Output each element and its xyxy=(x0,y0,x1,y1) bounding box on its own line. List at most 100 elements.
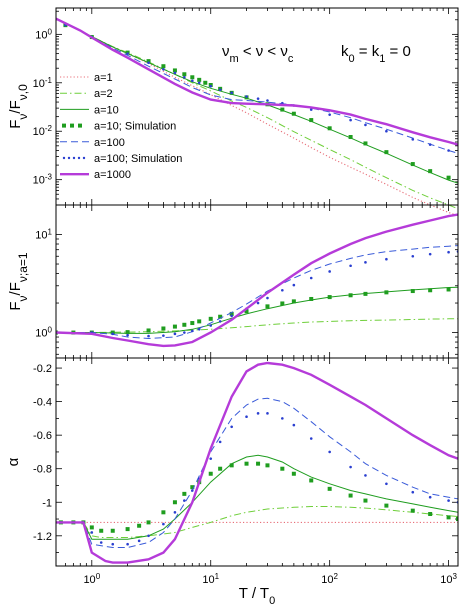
data-point xyxy=(447,149,450,152)
data-point xyxy=(147,334,150,338)
series-a-10-simulation xyxy=(56,287,451,335)
legend-item: a=10 xyxy=(60,104,119,116)
data-point xyxy=(208,316,213,321)
data-point xyxy=(89,525,94,530)
data-point xyxy=(218,466,223,471)
legend-marker xyxy=(62,156,66,160)
data-point xyxy=(265,463,270,468)
data-point xyxy=(446,175,451,180)
y-tick-label: -1 xyxy=(42,497,52,509)
data-point xyxy=(280,301,285,306)
data-point xyxy=(146,59,151,64)
legend-item: a=2 xyxy=(60,88,113,100)
data-point xyxy=(328,450,331,454)
data-point xyxy=(349,465,352,469)
data-point xyxy=(256,461,261,466)
data-point xyxy=(197,327,201,331)
y-axis-label: Fν/Fν,0 xyxy=(7,84,30,129)
data-point xyxy=(280,466,285,471)
data-point xyxy=(218,440,222,444)
data-point xyxy=(256,412,260,415)
y-tick-label: -0.6 xyxy=(33,430,52,442)
data-point xyxy=(161,326,166,331)
data-point xyxy=(384,503,389,508)
data-point xyxy=(349,118,352,122)
y-tick-label: 10-2 xyxy=(33,124,53,139)
data-point xyxy=(182,322,187,327)
data-point xyxy=(428,252,432,256)
data-point xyxy=(111,542,115,546)
data-point xyxy=(410,162,415,167)
y-tick-label: 101 xyxy=(35,227,52,242)
data-point xyxy=(363,141,368,146)
data-point xyxy=(218,88,222,92)
legend-marker xyxy=(67,156,71,160)
series-a-2 xyxy=(56,506,458,538)
y-tick-label: -0.8 xyxy=(33,464,52,476)
data-point xyxy=(428,495,432,499)
series-a-10 xyxy=(56,454,458,540)
data-point xyxy=(203,80,208,85)
data-point xyxy=(125,527,130,532)
data-point xyxy=(208,471,213,476)
series-a-100 xyxy=(56,18,458,154)
data-point xyxy=(364,474,367,477)
data-point xyxy=(126,333,129,337)
data-point xyxy=(428,512,433,516)
data-point xyxy=(410,289,415,294)
data-point xyxy=(99,541,103,544)
data-point xyxy=(428,169,433,174)
data-point xyxy=(291,299,296,304)
data-point xyxy=(197,319,202,324)
data-point xyxy=(245,415,248,419)
series-group xyxy=(56,17,458,217)
data-point xyxy=(446,287,451,292)
data-point xyxy=(447,499,450,502)
data-point xyxy=(230,91,233,95)
data-point xyxy=(348,493,353,498)
data-point xyxy=(137,523,142,528)
legend-item: a=100 xyxy=(60,137,125,149)
legend-marker xyxy=(62,123,66,128)
data-point xyxy=(309,296,314,301)
panel-3: -1.2 -1 -0.8 -0.6 -0.4 -0.2 α xyxy=(5,357,459,567)
legend-marker xyxy=(82,156,86,160)
data-point xyxy=(99,528,104,533)
legend-item: a=1 xyxy=(60,72,113,84)
y-tick-label: 10-3 xyxy=(33,172,53,187)
legend-item: a=1000 xyxy=(60,169,131,181)
series-a-2 xyxy=(56,318,458,333)
y-tick-label: -1.2 xyxy=(33,531,52,543)
data-point xyxy=(363,291,368,296)
data-point xyxy=(190,321,195,326)
series-a-100-simulation xyxy=(56,250,458,338)
data-point xyxy=(385,482,388,486)
data-point xyxy=(385,129,388,133)
data-point xyxy=(364,261,367,264)
series-a-10 xyxy=(56,18,458,184)
series-a-1000 xyxy=(56,361,458,564)
data-point xyxy=(197,77,202,82)
data-point xyxy=(309,118,314,123)
data-point xyxy=(173,71,177,75)
legend-marker xyxy=(78,123,82,128)
data-point xyxy=(447,250,450,254)
y-axis-label: Fν/Fν;a=1 xyxy=(7,252,30,311)
ticks xyxy=(55,358,458,566)
data-point xyxy=(182,491,187,496)
annotation-nu-range: νm < ν < νc xyxy=(222,43,294,65)
data-point xyxy=(309,478,314,483)
legend-label: a=10 xyxy=(94,104,119,116)
data-point xyxy=(265,304,270,309)
panel-1: 10-3 10-2 10-1 100 Fν/Fν,0 xyxy=(7,7,459,217)
legend-item: a=100; Simulation xyxy=(62,153,182,165)
data-point xyxy=(428,143,432,146)
legend-marker xyxy=(72,156,76,160)
y-tick-label: 10-1 xyxy=(33,75,53,90)
x-axis-label: T / T0 xyxy=(239,585,275,606)
legend-marker xyxy=(70,123,74,128)
data-point xyxy=(183,499,186,502)
data-point xyxy=(363,498,368,503)
data-point xyxy=(161,64,166,69)
